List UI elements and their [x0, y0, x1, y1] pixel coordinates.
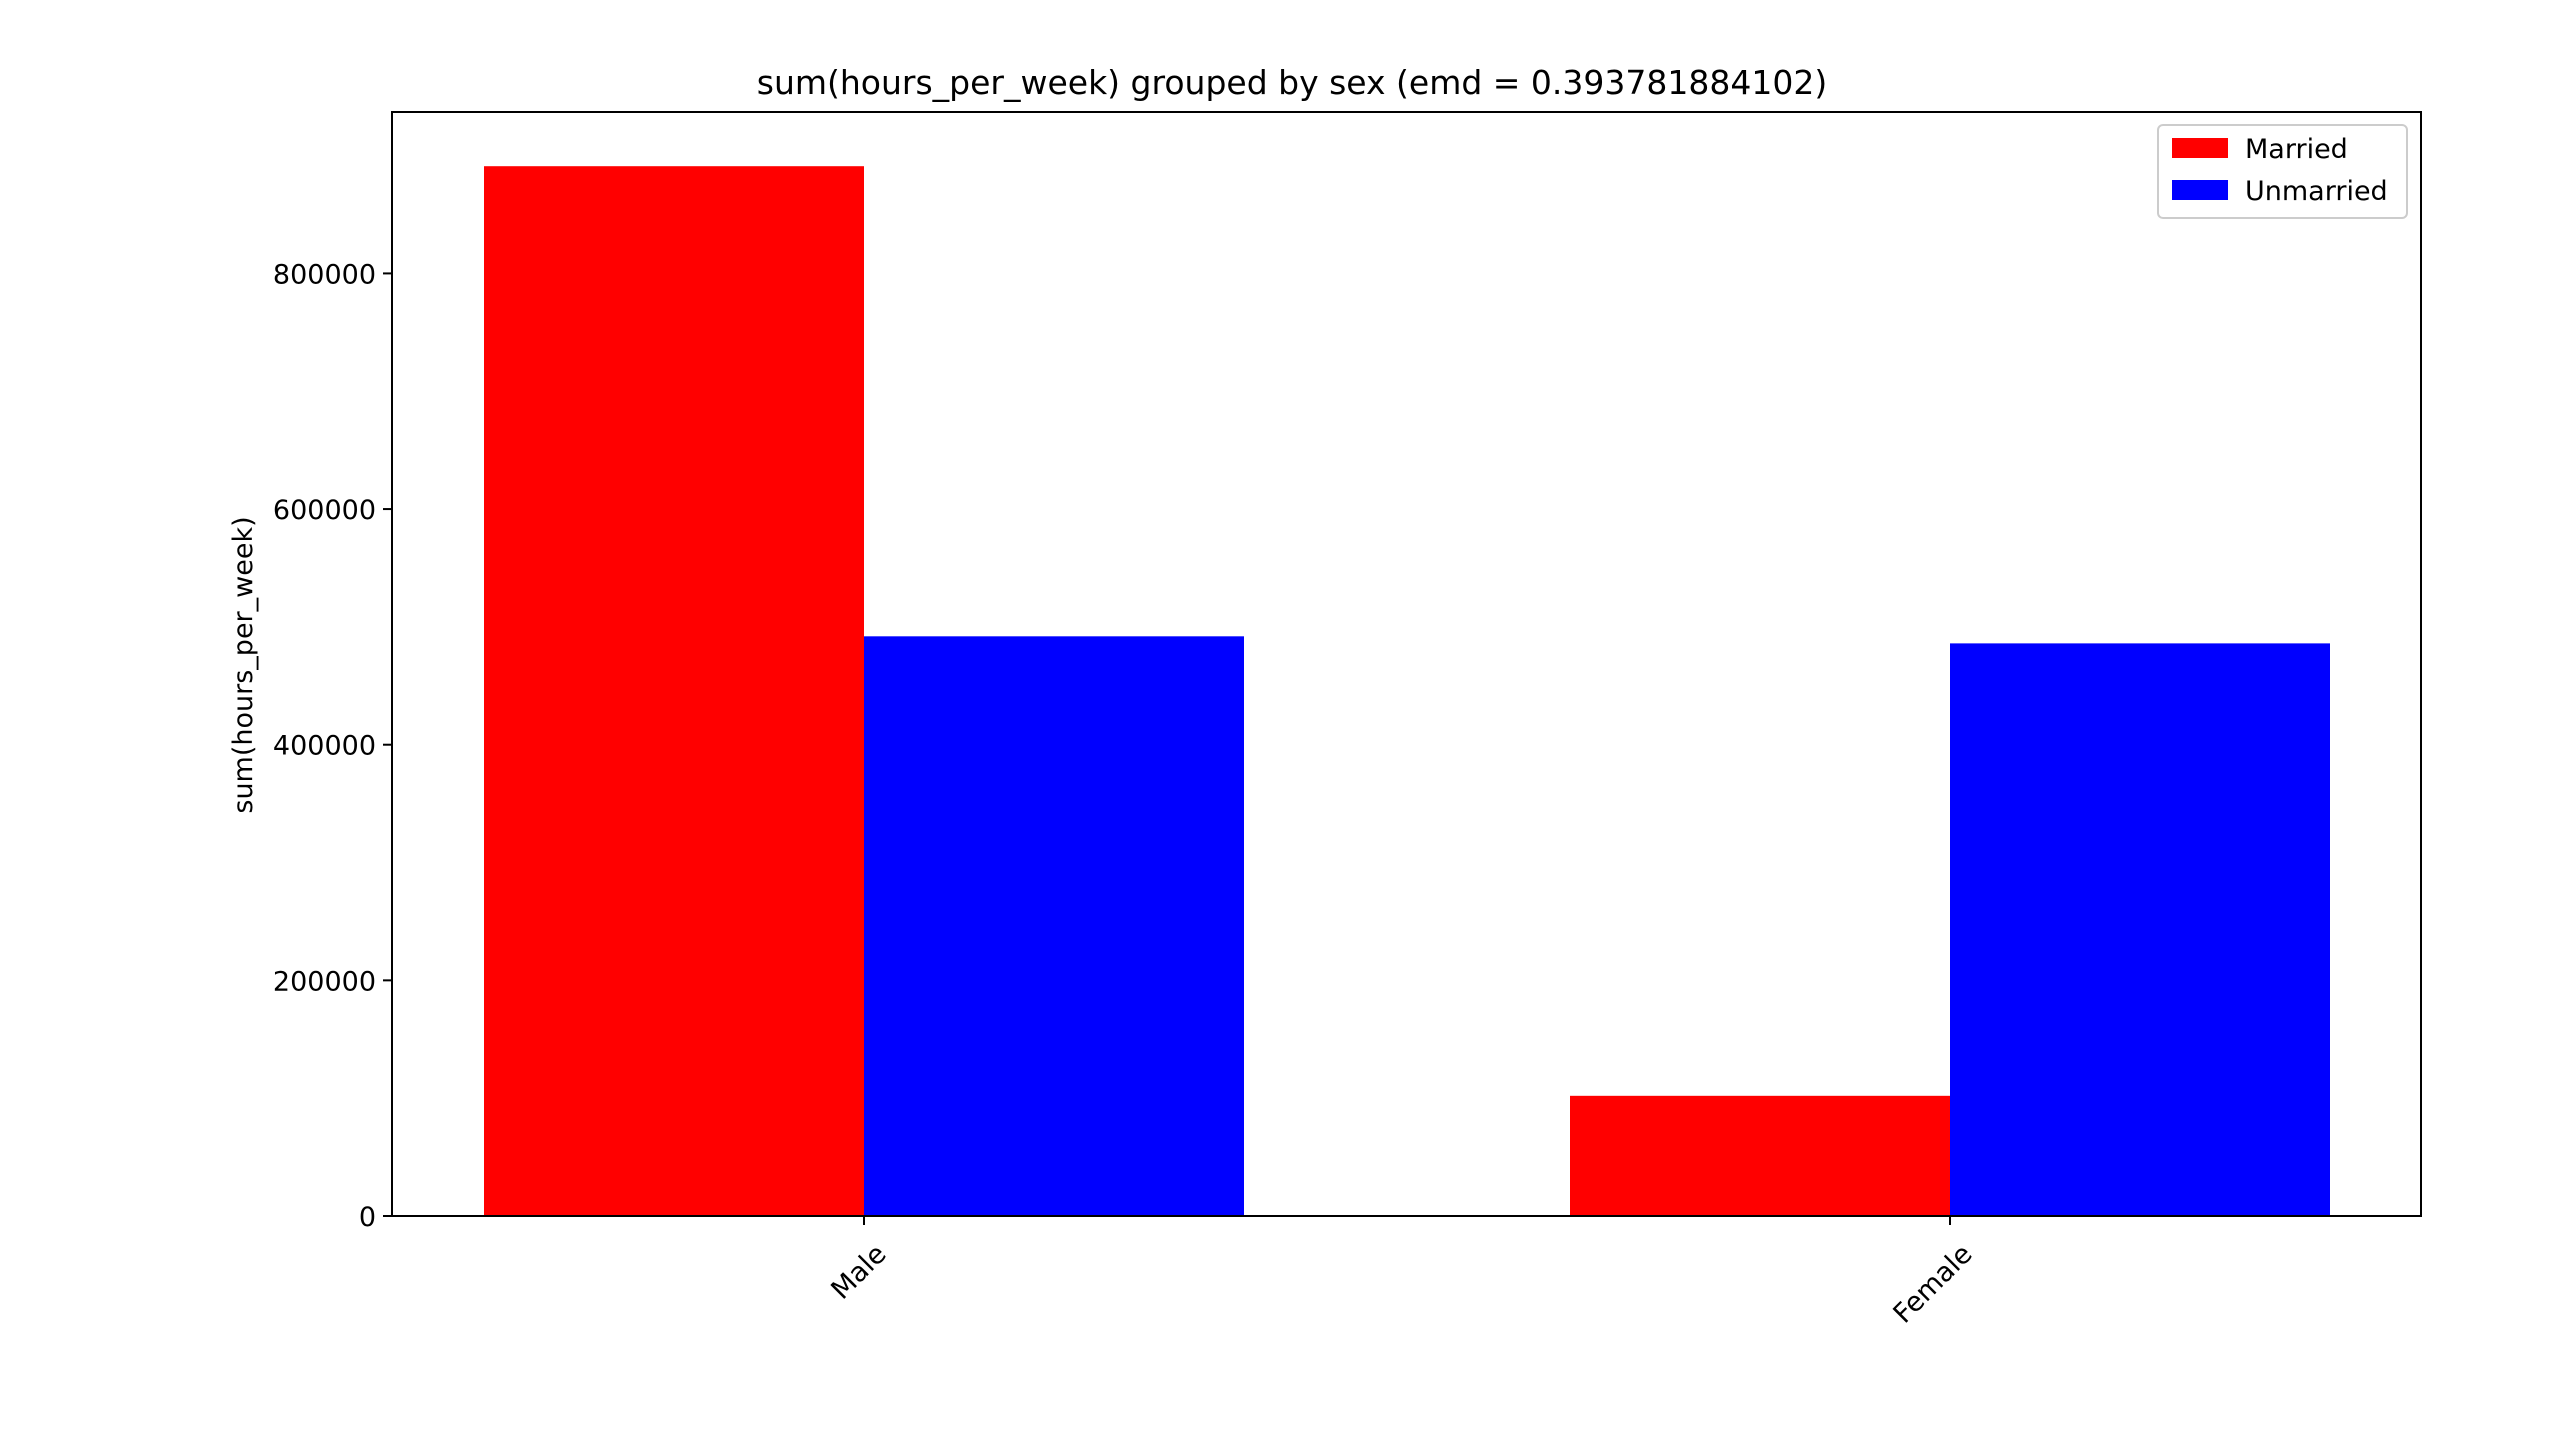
- bar-unmarried-male: [864, 636, 1244, 1216]
- bar-married-female: [1570, 1095, 1950, 1216]
- bar-unmarried-female: [1950, 643, 2330, 1216]
- legend-items: Married Unmarried: [2172, 134, 2388, 207]
- legend: Married Unmarried: [2157, 124, 2408, 219]
- y-tick-label: 400000: [273, 731, 376, 762]
- bars-group: [484, 166, 2330, 1217]
- y-tick-label: 600000: [273, 495, 376, 526]
- y-tick-label: 800000: [273, 259, 376, 290]
- y-tick-label: 200000: [273, 966, 376, 997]
- x-tick-label-female: Female: [1888, 1239, 1979, 1330]
- y-axis-ticks: 0 200000 400000 600000 800000: [273, 259, 392, 1233]
- y-tick-label: 0: [359, 1202, 376, 1233]
- chart-title: sum(hours_per_week) grouped by sex (emd …: [757, 63, 1828, 102]
- legend-label-married: Married: [2245, 134, 2348, 165]
- bar-married-male: [484, 166, 864, 1217]
- legend-label-unmarried: Unmarried: [2245, 176, 2388, 207]
- x-tick-label-male: Male: [825, 1239, 892, 1306]
- y-axis-label: sum(hours_per_week): [228, 516, 259, 813]
- plot-frame: [391, 111, 2422, 1217]
- x-axis-ticks: Male Female: [825, 1216, 1979, 1330]
- legend-swatch-married: [2172, 138, 2228, 158]
- legend-swatch-unmarried: [2172, 180, 2228, 200]
